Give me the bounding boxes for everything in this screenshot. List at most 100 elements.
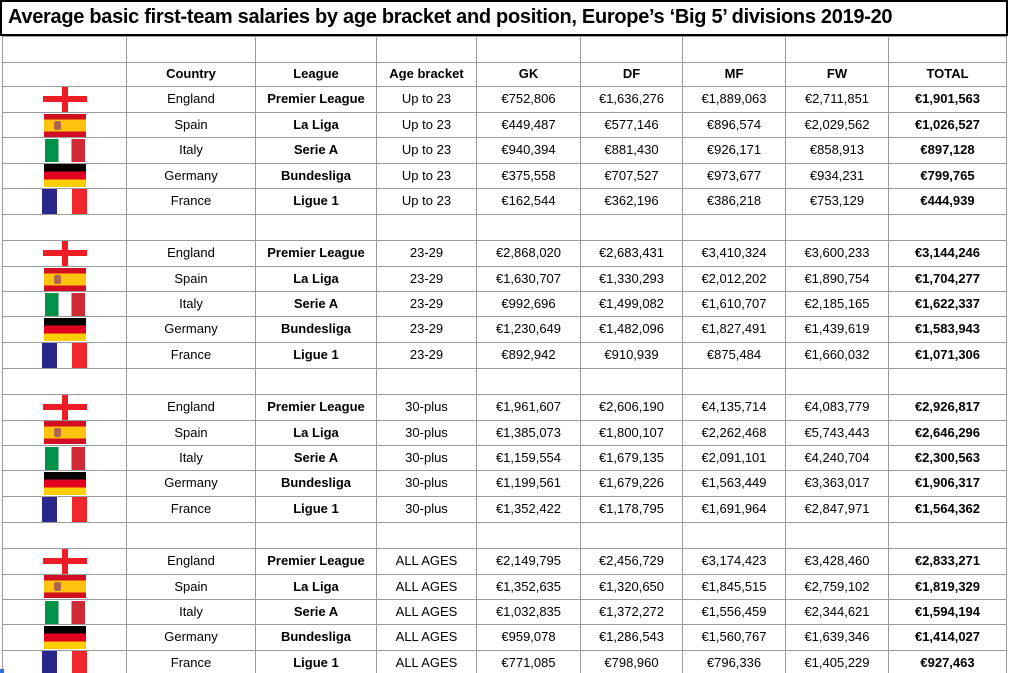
cell-league: Ligue 1 [255, 341, 377, 369]
cell-country: Italy [126, 598, 256, 626]
italy-flag-icon [44, 446, 85, 470]
cell-gk: €1,032,835 [476, 598, 581, 626]
cell-country: Germany [126, 316, 256, 343]
cell-mf: €1,827,491 [682, 316, 786, 343]
spacer-cell-df [580, 213, 683, 241]
spacer-cell-country [126, 213, 256, 241]
france-flag-icon [42, 343, 87, 368]
cell-mf: €386,218 [682, 187, 786, 215]
cell-country: Italy [126, 291, 256, 318]
germany-flag-icon [43, 318, 86, 342]
empty-cell-total [888, 36, 1007, 63]
cell-gk: €992,696 [476, 291, 581, 318]
cell-flag [2, 393, 127, 421]
cell-total: €1,622,337 [888, 291, 1007, 318]
cell-age-bracket: ALL AGES [376, 624, 477, 651]
cell-flag [2, 649, 127, 673]
cell-mf: €2,012,202 [682, 265, 786, 293]
cell-df: €707,527 [580, 162, 683, 189]
cell-gk: €1,630,707 [476, 265, 581, 293]
empty-cell-gk [476, 36, 581, 63]
cell-age-bracket: ALL AGES [376, 598, 477, 626]
germany-flag-icon [43, 625, 86, 649]
spacer-cell-fw [785, 213, 889, 241]
cell-gk: €2,149,795 [476, 547, 581, 575]
cell-fw: €1,405,229 [785, 649, 889, 673]
table-row: Italy Serie A 23-29 €992,696 €1,499,082 €1,61… [2, 291, 1007, 318]
cell-mf: €926,171 [682, 137, 786, 164]
cell-total: €1,906,317 [888, 470, 1007, 497]
cell-fw: €2,185,165 [785, 291, 889, 318]
cell-df: €577,146 [580, 111, 683, 139]
cell-mf: €1,691,964 [682, 495, 786, 523]
cell-league: Ligue 1 [255, 187, 377, 215]
cell-flag [2, 419, 127, 447]
cell-gk: €940,394 [476, 137, 581, 164]
cell-fw: €934,231 [785, 162, 889, 189]
cell-gk: €771,085 [476, 649, 581, 673]
column-header-fw: FW [785, 62, 889, 87]
italy-flag-icon [44, 292, 85, 316]
cell-df: €1,178,795 [580, 495, 683, 523]
cell-country: Spain [126, 419, 256, 447]
spacer-cell-fw [785, 367, 889, 395]
cell-flag [2, 598, 127, 626]
cell-mf: €4,135,714 [682, 393, 786, 421]
cell-age-bracket: 23-29 [376, 316, 477, 343]
cell-country: France [126, 341, 256, 369]
cell-fw: €2,759,102 [785, 573, 889, 600]
cell-league: La Liga [255, 265, 377, 293]
cell-league: Ligue 1 [255, 649, 377, 673]
spacer-cell-country [126, 367, 256, 395]
empty-cell-league [255, 36, 377, 63]
table-row: Germany Bundesliga 30-plus €1,199,561 €1,679… [2, 470, 1007, 497]
empty-cell-df [580, 36, 683, 63]
cell-age-bracket: Up to 23 [376, 137, 477, 164]
cell-league: Ligue 1 [255, 495, 377, 523]
cell-country: Italy [126, 445, 256, 472]
cell-flag [2, 341, 127, 369]
cell-mf: €973,677 [682, 162, 786, 189]
england-flag-icon [42, 395, 87, 420]
spacer-cell-df [580, 521, 683, 549]
spacer-cell-league [255, 521, 377, 549]
table-row: Italy Serie A ALL AGES €1,032,835 €1,372,272… [2, 598, 1007, 626]
cell-gk: €1,352,635 [476, 573, 581, 600]
cell-total: €927,463 [888, 649, 1007, 673]
cell-gk: €892,942 [476, 341, 581, 369]
cell-league: Serie A [255, 445, 377, 472]
cell-age-bracket: Up to 23 [376, 162, 477, 189]
cell-total: €1,414,027 [888, 624, 1007, 651]
germany-flag-icon [43, 472, 86, 496]
spacer-cell-gk [476, 213, 581, 241]
table-row: Germany Bundesliga 23-29 €1,230,649 €1,482,0… [2, 316, 1007, 343]
cell-country: France [126, 187, 256, 215]
cell-age-bracket: 23-29 [376, 291, 477, 318]
cell-country: England [126, 547, 256, 575]
cell-total: €2,300,563 [888, 445, 1007, 472]
cell-country: Germany [126, 624, 256, 651]
cell-mf: €796,336 [682, 649, 786, 673]
cell-df: €798,960 [580, 649, 683, 673]
cell-country: England [126, 86, 256, 113]
table-row: Germany Bundesliga ALL AGES €959,078 €1,286,… [2, 624, 1007, 651]
cell-gk: €1,199,561 [476, 470, 581, 497]
table-row: France Ligue 1 30-plus €1,352,422 €1,178,795… [2, 495, 1007, 523]
cell-df: €881,430 [580, 137, 683, 164]
spain-flag-icon [43, 421, 86, 445]
england-cross-horizontal-bar [42, 96, 87, 102]
cell-total: €1,026,527 [888, 111, 1007, 139]
cell-gk: €162,544 [476, 187, 581, 215]
table-row: France Ligue 1 Up to 23 €162,544 €362,196 €38… [2, 187, 1007, 215]
spacer-cell-fw [785, 521, 889, 549]
table-row: Spain La Liga Up to 23 €449,487 €577,146 €896… [2, 111, 1007, 139]
cell-flag [2, 495, 127, 523]
table-row: Italy Serie A 30-plus €1,159,554 €1,679,135 €… [2, 445, 1007, 472]
italy-flag-icon [44, 600, 85, 624]
cell-df: €1,636,276 [580, 86, 683, 113]
cell-league: Bundesliga [255, 316, 377, 343]
cell-mf: €1,889,063 [682, 86, 786, 113]
cell-gk: €449,487 [476, 111, 581, 139]
cell-flag [2, 162, 127, 189]
cell-age-bracket: ALL AGES [376, 573, 477, 600]
